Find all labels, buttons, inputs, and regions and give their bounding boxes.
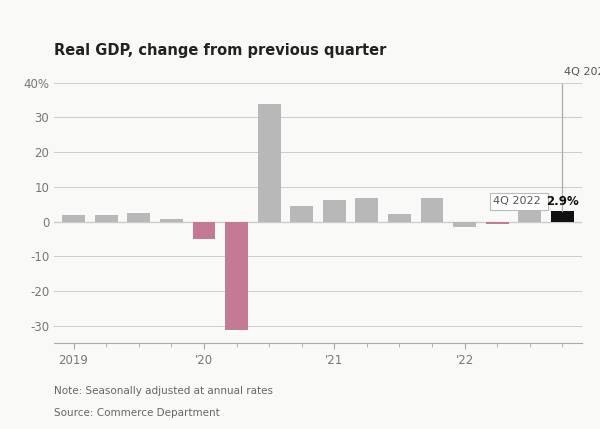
Bar: [95, 214, 118, 221]
Text: 4Q 2022: +2.9%: 4Q 2022: +2.9%: [564, 67, 600, 77]
Bar: [62, 214, 85, 221]
Bar: [225, 221, 248, 330]
Bar: [323, 199, 346, 221]
Text: 4Q 2022: 4Q 2022: [493, 196, 545, 206]
Bar: [258, 104, 281, 221]
Text: 2.9%: 2.9%: [546, 195, 579, 208]
Bar: [421, 198, 443, 221]
Bar: [551, 211, 574, 221]
Bar: [290, 206, 313, 221]
Bar: [518, 211, 541, 221]
Bar: [453, 221, 476, 227]
Bar: [127, 212, 150, 221]
Bar: [193, 221, 215, 239]
Text: Note: Seasonally adjusted at annual rates: Note: Seasonally adjusted at annual rate…: [54, 386, 273, 396]
Bar: [160, 219, 183, 221]
Text: Real GDP, change from previous quarter: Real GDP, change from previous quarter: [54, 43, 386, 58]
Text: Source: Commerce Department: Source: Commerce Department: [54, 408, 220, 417]
Bar: [355, 198, 378, 221]
Bar: [486, 221, 509, 224]
Bar: [388, 214, 411, 221]
